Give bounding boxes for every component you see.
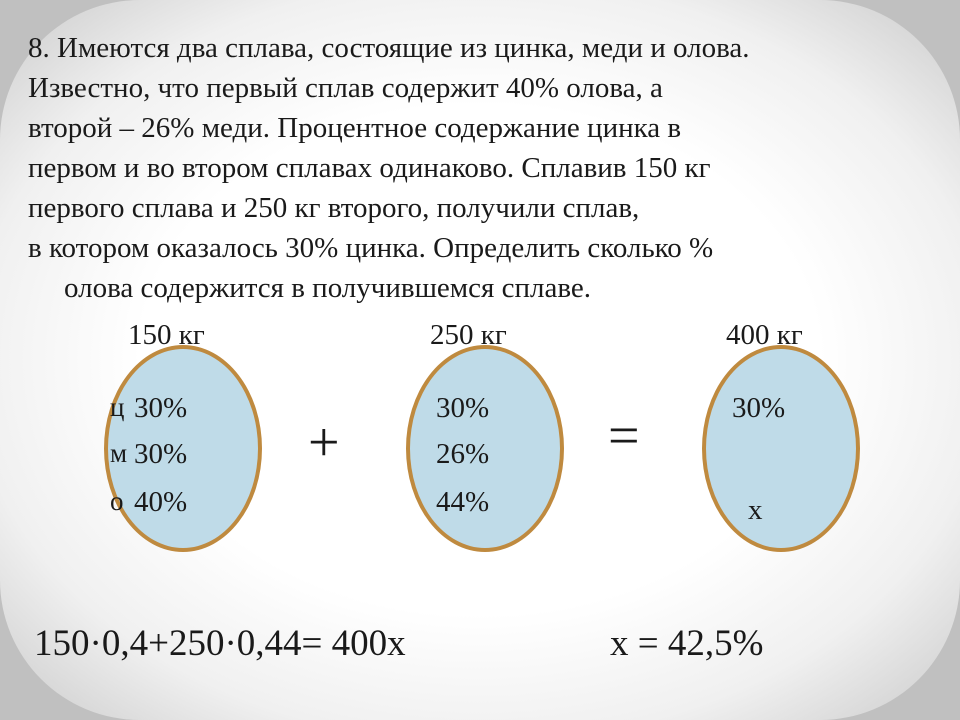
legend-tin: о bbox=[110, 487, 124, 515]
alloy-2-zinc: 30% bbox=[436, 393, 489, 423]
alloy-1-tin: 40% bbox=[134, 487, 187, 517]
problem-line-2: Известно, что первый сплав содержит 40% … bbox=[28, 68, 948, 108]
problem-line-7: олова содержится в получившемся сплаве. bbox=[28, 268, 948, 308]
alloy-3-zinc: 30% bbox=[732, 393, 785, 423]
problem-line-5: первого сплава и 250 кг второго, получил… bbox=[28, 188, 948, 228]
problem-line-6: в котором оказалось 30% цинка. Определит… bbox=[28, 228, 948, 268]
problem-line-3: второй – 26% меди. Процентное содержание… bbox=[28, 108, 948, 148]
alloy-1-copper: 30% bbox=[134, 439, 187, 469]
slide-card: 8. Имеются два сплава, состоящие из цинк… bbox=[0, 0, 960, 720]
alloy-2-mass: 250 кг bbox=[430, 320, 507, 350]
problem-line-1: 8. Имеются два сплава, состоящие из цинк… bbox=[28, 28, 948, 68]
answer: x = 42,5% bbox=[610, 625, 763, 662]
alloy-1-mass: 150 кг bbox=[128, 320, 205, 350]
alloy-3-mass: 400 кг bbox=[726, 320, 803, 350]
problem-line-4: первом и во втором сплавах одинаково. Сп… bbox=[28, 148, 948, 188]
equals-operator: = bbox=[608, 408, 640, 464]
alloy-3-tin-x: x bbox=[748, 495, 763, 525]
equation: 150·0,4+250·0,44= 400x bbox=[34, 625, 406, 662]
legend-copper: м bbox=[110, 439, 127, 467]
problem-text: 8. Имеются два сплава, состоящие из цинк… bbox=[28, 28, 948, 308]
alloy-ellipse-3 bbox=[702, 345, 860, 552]
plus-operator: + bbox=[308, 415, 340, 471]
legend-zinc: ц bbox=[110, 393, 124, 421]
alloy-2-tin: 44% bbox=[436, 487, 489, 517]
alloy-2-copper: 26% bbox=[436, 439, 489, 469]
alloy-1-zinc: 30% bbox=[134, 393, 187, 423]
